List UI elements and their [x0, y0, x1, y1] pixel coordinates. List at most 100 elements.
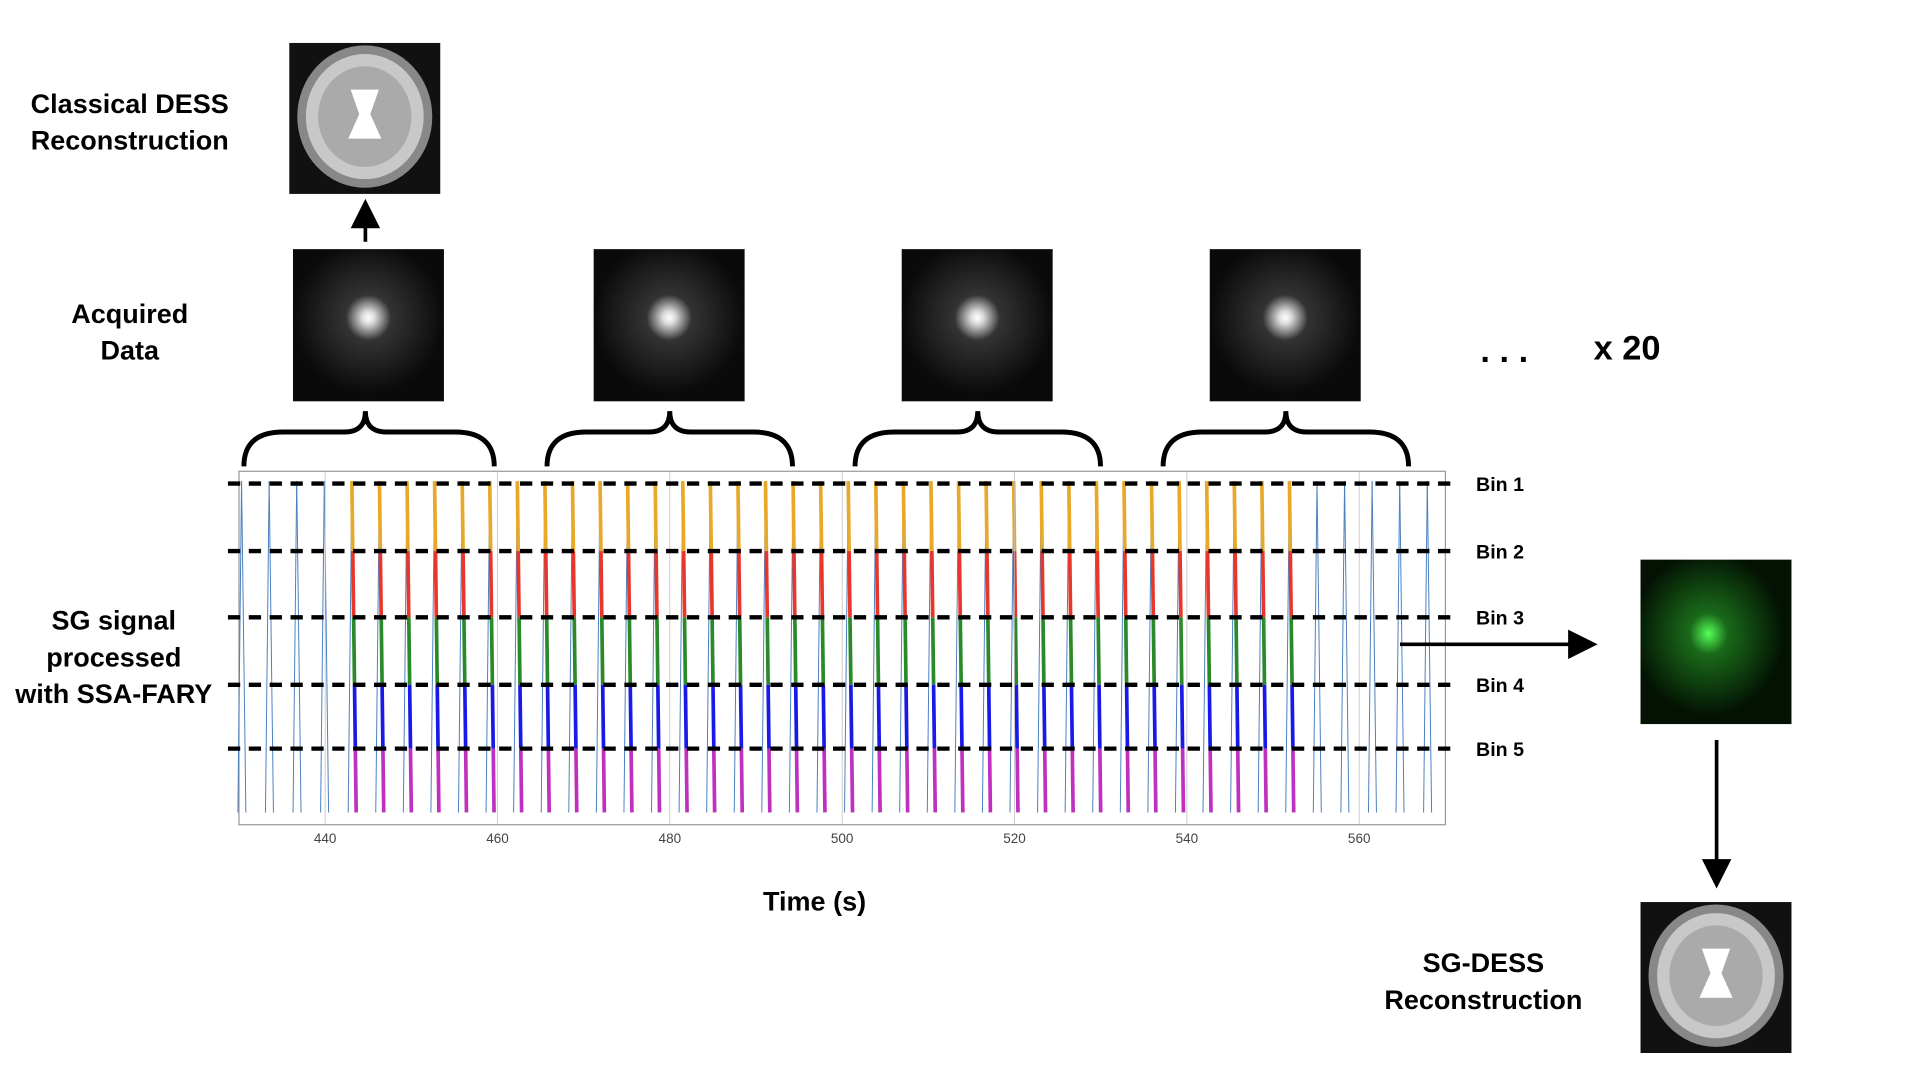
signal-bin: [1287, 481, 1293, 552]
signal-bin: [709, 551, 714, 618]
signal-bin: [1150, 551, 1156, 618]
signal: [1395, 481, 1401, 813]
signal-bin: [1178, 551, 1183, 618]
signal-bin: [1235, 684, 1240, 749]
signal: [292, 481, 298, 813]
signal-bin: [765, 617, 770, 685]
signal-bin: [1124, 684, 1130, 749]
signal-bin: [656, 748, 662, 813]
signal-bin: [930, 551, 935, 618]
signal-bin: [462, 684, 468, 749]
signal-bin: [1039, 481, 1044, 552]
signal-bin: [1149, 481, 1155, 552]
signal-bin: [627, 617, 633, 685]
signal-bin: [960, 748, 965, 813]
signal: [237, 481, 243, 813]
signal-bin: [432, 481, 438, 552]
signal-bin: [408, 748, 414, 813]
acquired-label: Data: [100, 336, 160, 366]
ellipsis: . . .: [1480, 332, 1528, 370]
x-tick-label: 500: [831, 831, 854, 846]
signal-bin: [545, 684, 551, 749]
x-tick-label: 440: [314, 831, 337, 846]
signal-bin: [1094, 481, 1100, 552]
signal-bin: [380, 684, 385, 749]
signal-bin: [902, 551, 907, 618]
signal-bin: [405, 481, 410, 552]
signal-bin: [958, 617, 964, 685]
signal-bin: [518, 684, 523, 749]
signal-bin: [710, 617, 715, 685]
signal-bin: [1123, 617, 1129, 685]
signal-bin: [932, 748, 938, 813]
signal-bin: [875, 617, 881, 685]
signal-bin: [1262, 684, 1268, 749]
signal-bin: [1288, 551, 1294, 618]
sg-label: SG signal: [52, 606, 177, 636]
signal-bin: [353, 748, 359, 813]
signal-bin: [819, 551, 825, 618]
signal-bin: [1122, 481, 1127, 552]
signal-bin: [543, 481, 548, 552]
signal-bin: [987, 748, 993, 813]
signal-bin: [1098, 748, 1103, 813]
signal-bin: [1204, 481, 1210, 552]
signal-bin: [820, 617, 826, 685]
signal: [1316, 481, 1322, 813]
signal-bin: [1013, 617, 1019, 685]
signal-bin: [877, 748, 882, 813]
signal-bin: [822, 748, 827, 813]
signal-plot: [237, 470, 1446, 826]
signal-bin: [1042, 748, 1048, 813]
signal: [1423, 481, 1428, 813]
signal: [264, 481, 270, 813]
signal-bin: [1207, 684, 1213, 749]
signal-bin: [874, 551, 880, 618]
signal: [1371, 481, 1377, 813]
signal-bin: [1289, 617, 1294, 685]
signal-bin: [601, 748, 607, 813]
signal-bin: [929, 481, 934, 552]
signal: [320, 481, 325, 813]
signal-bin: [984, 481, 989, 552]
signal-bin: [903, 617, 908, 685]
signal-bin: [570, 481, 576, 552]
signal-bin: [847, 551, 852, 618]
signal-bin: [1179, 684, 1185, 749]
signal-bin: [1125, 748, 1131, 813]
signal-bin: [352, 684, 358, 749]
signal-bin: [350, 481, 355, 552]
signal-bin: [1151, 617, 1157, 685]
signal-bin: [931, 684, 937, 749]
signal-bin: [626, 551, 632, 618]
signal-bin: [515, 481, 521, 552]
signal-bin: [571, 551, 577, 618]
multiplier: x 20: [1594, 330, 1661, 368]
signal-bin: [462, 617, 467, 685]
classical-label: Classical DESS: [31, 89, 229, 119]
signal-bin: [985, 551, 990, 618]
signal-bin: [986, 617, 991, 685]
x-tick-label: 560: [1348, 831, 1371, 846]
signal-bin: [1235, 748, 1241, 813]
signal-bin: [1263, 748, 1268, 813]
signal-bin: [629, 748, 634, 813]
signal-bin: [986, 684, 992, 749]
signal-bin: [378, 551, 384, 618]
signal-bin: [544, 617, 550, 685]
signal-bin: [350, 551, 356, 618]
signal-bin: [901, 481, 907, 552]
signal-bin: [351, 617, 357, 685]
signal-bin: [1068, 617, 1074, 685]
signal-bin: [737, 617, 743, 685]
bin-label: Bin 5: [1476, 739, 1524, 761]
signal-bin: [1259, 481, 1265, 552]
signal-bin: [1180, 748, 1186, 813]
bin-label: Bin 1: [1476, 474, 1524, 496]
signal-bin: [792, 617, 798, 685]
signal-bin: [655, 617, 660, 685]
signal-bin: [1291, 748, 1296, 813]
braces: [241, 411, 1412, 467]
signal-bin: [406, 551, 411, 618]
signal-bin: [572, 617, 577, 685]
